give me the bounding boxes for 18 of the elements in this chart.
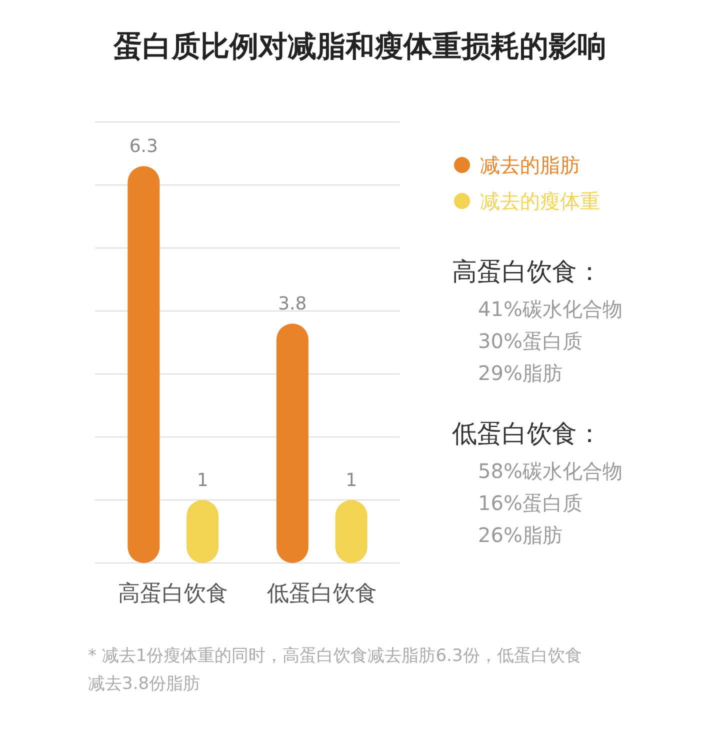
text: 41%碳水化合物 (478, 297, 622, 321)
data-label: 3.8 (278, 294, 307, 315)
text: 29%脂肪 (478, 361, 562, 385)
data-label: 1 (196, 470, 208, 491)
legend-label: 减去的瘦体重 (480, 189, 600, 213)
text: 低蛋白饮食： (452, 419, 602, 448)
legend-label: 减去的脂肪 (480, 153, 580, 177)
data-label: 1 (346, 470, 358, 491)
text: * 减去1份瘦体重的同时，高蛋白饮食减去脂肪6.3份，低蛋白饮食减去3.8份脂肪 (88, 645, 583, 696)
data-label: 6.3 (129, 136, 158, 158)
text: 30%蛋白质 (478, 329, 582, 353)
text: 58%碳水化合物 (478, 459, 622, 483)
text: 16%蛋白质 (478, 491, 582, 515)
x-tick-label: 低蛋白饮食 (266, 580, 377, 606)
x-tick-label: 高蛋白饮食 (118, 580, 228, 606)
text: 26%脂肪 (478, 523, 562, 547)
text: 高蛋白饮食： (452, 257, 602, 286)
chart-title: 蛋白质比例对减脂和瘦体重损耗的影响 (112, 29, 606, 63)
